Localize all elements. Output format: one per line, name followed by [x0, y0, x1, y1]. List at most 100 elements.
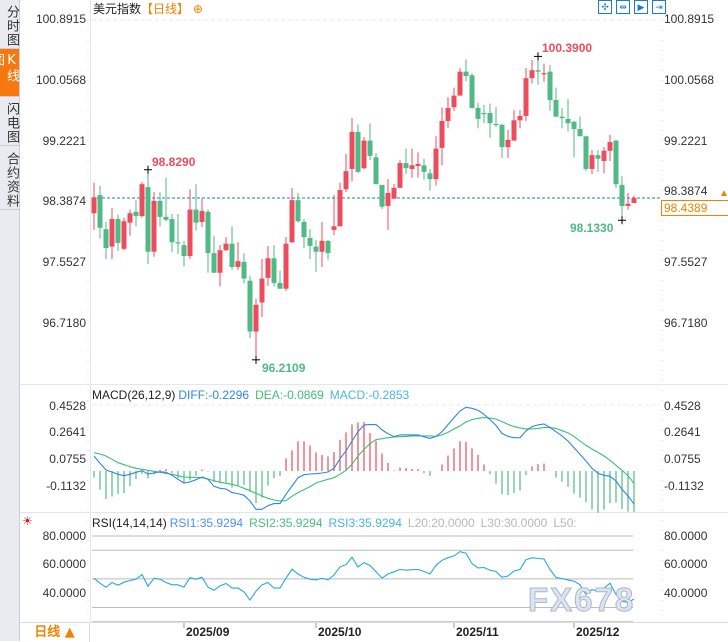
- candle-body: [619, 184, 625, 206]
- candle-body: [217, 250, 223, 273]
- candle-body: [265, 258, 271, 278]
- macd-title: MACD(26,12,9): [92, 388, 176, 402]
- candle-body: [553, 99, 559, 117]
- candle-body: [415, 163, 421, 167]
- candle-body: [355, 131, 361, 172]
- instrument-name: 美元指数: [93, 2, 142, 16]
- candle-body: [241, 261, 247, 279]
- candle-body: [565, 118, 571, 124]
- candle-body: [181, 245, 187, 257]
- candle-body: [427, 173, 433, 180]
- candle-body: [247, 280, 253, 332]
- candle-body: [625, 203, 631, 206]
- candle-body: [127, 213, 133, 223]
- candle-body: [295, 200, 301, 222]
- y-tick-right: 96.7180: [664, 316, 708, 330]
- candle-body: [475, 107, 481, 119]
- up-arrow-icon[interactable]: ▲: [719, 188, 728, 199]
- candle-body: [601, 150, 607, 161]
- crosshair-move-icon[interactable]: ✣: [598, 0, 612, 14]
- candle-body: [145, 187, 151, 252]
- candle-body: [211, 253, 217, 273]
- candle-body: [313, 246, 319, 252]
- y-tick-left: 100.0568: [35, 73, 86, 87]
- candle-body: [91, 197, 97, 214]
- candle-body: [367, 140, 373, 156]
- candle-body: [391, 187, 397, 199]
- macd-value: MACD:-0.2853: [329, 388, 410, 402]
- l20-value: L20:20.0000: [407, 516, 475, 530]
- candle-body: [139, 184, 145, 217]
- plot-left-border: [90, 0, 91, 622]
- macd-y-tick-left: 0.2641: [49, 425, 86, 439]
- scroll-to-end-icon[interactable]: ⇥: [652, 0, 666, 14]
- diff-line: [93, 406, 635, 510]
- candle-body: [439, 121, 445, 148]
- macd-y-tick-left: 0.0755: [49, 452, 86, 466]
- watermark: FX678: [527, 581, 636, 618]
- fit-range-icon[interactable]: ⇹: [616, 0, 630, 14]
- macd-dea-value: DEA:-0.0869: [255, 388, 324, 402]
- l50-value: L50:: [553, 516, 577, 530]
- candle-body: [277, 282, 283, 289]
- y-tick-right: 97.5527: [664, 255, 708, 269]
- candle-body: [157, 200, 163, 217]
- candle-body: [205, 211, 211, 254]
- candle-body: [163, 216, 169, 220]
- candle-body: [403, 163, 409, 169]
- candle-body: [259, 278, 265, 303]
- macd-y-tick-right: 0.2641: [664, 425, 701, 439]
- rsi1-value: RSI1:35.9294: [169, 516, 244, 530]
- settings-sun-icon[interactable]: ☀: [22, 514, 33, 528]
- candle-body: [457, 71, 463, 96]
- circle-plus-icon[interactable]: ⊕: [192, 2, 203, 16]
- macd-diff-value: DIFF:-0.2296: [178, 388, 250, 402]
- candle-body: [289, 200, 295, 243]
- candle-body: [577, 129, 583, 137]
- candle-body: [631, 198, 637, 204]
- candle-body: [361, 140, 367, 169]
- low-annotation: 98.1330: [570, 221, 614, 236]
- candle-body: [169, 219, 175, 243]
- candle-body: [199, 211, 205, 222]
- candle-body: [271, 258, 277, 283]
- candle-body: [187, 209, 193, 257]
- rsi-y-tick-right: 80.0000: [664, 529, 708, 543]
- candle-body: [535, 70, 541, 72]
- rsi-y-tick-left: 60.0000: [42, 557, 86, 571]
- candle-body: [385, 192, 391, 206]
- l30-value: L30:30.0000: [480, 516, 548, 530]
- candle-body: [469, 75, 475, 108]
- candle-body: [307, 237, 313, 246]
- rsi-y-tick-left: 40.0000: [42, 586, 86, 600]
- candle-body: [223, 243, 229, 251]
- period-selector-button[interactable]: 日线 ▲: [20, 622, 90, 642]
- tab-kline-chart[interactable]: K线图: [0, 49, 19, 97]
- candle-body: [559, 116, 565, 119]
- play-forward-icon[interactable]: ▶: [634, 0, 648, 14]
- sidebar: 分时图 K线图 闪电图 合约资料: [0, 0, 20, 641]
- macd-y-tick-left: -0.1132: [46, 479, 86, 493]
- macd-legend: MACD(26,12,9) DIFF:-0.2296 DEA:-0.0869 MACD…: [92, 388, 415, 402]
- y-tick-left: 97.5527: [42, 255, 86, 269]
- y-tick-right: 100.0568: [664, 73, 715, 87]
- tab-contract-info[interactable]: 合约资料: [0, 146, 19, 210]
- y-tick-left: 96.7180: [42, 316, 86, 330]
- candle-body: [97, 195, 103, 228]
- candle-body: [325, 240, 331, 254]
- rsi-title: RSI(14,14,14): [92, 516, 167, 530]
- candle-body: [445, 107, 451, 122]
- tab-timeshare-chart[interactable]: 分时图: [0, 0, 19, 49]
- candle-body: [433, 148, 439, 180]
- dea-line: [93, 417, 635, 502]
- candle-body: [607, 142, 613, 151]
- tab-flash-chart[interactable]: 闪电图: [0, 97, 19, 146]
- x-tick-label: 2025/12: [576, 625, 620, 639]
- candle-body: [409, 165, 415, 169]
- candle-body: [193, 209, 199, 223]
- rsi-y-tick-left: 80.0000: [42, 529, 86, 543]
- low-annotation: 96.2109: [262, 360, 306, 375]
- candle-body: [175, 242, 181, 244]
- candle-body: [115, 219, 121, 243]
